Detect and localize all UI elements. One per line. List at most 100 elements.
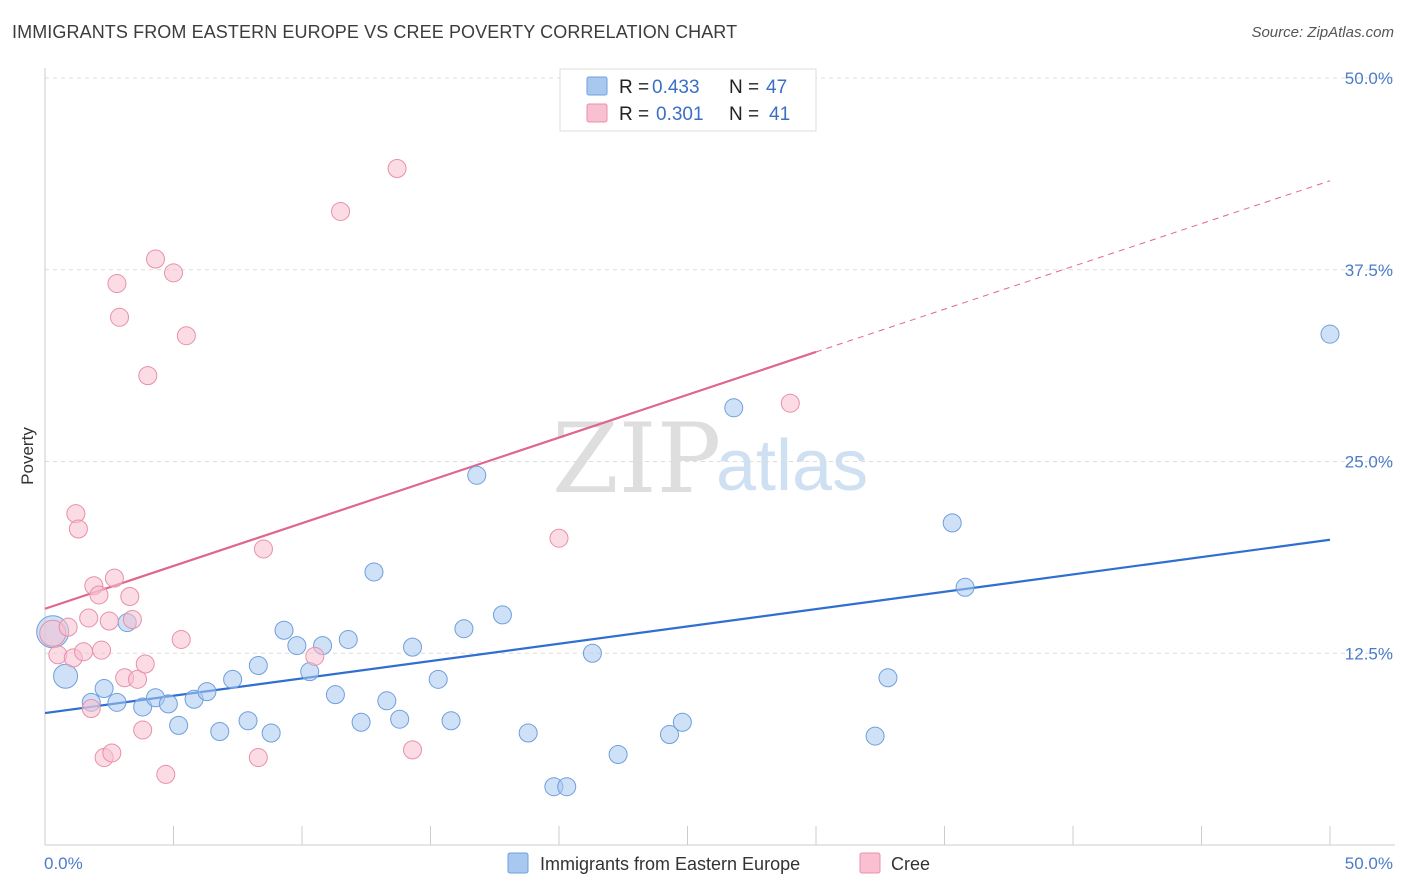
cree-point [128, 669, 148, 689]
y-tick-label: 25.0% [1345, 453, 1393, 472]
y-tick-label: 12.5% [1345, 644, 1393, 663]
cree-point [331, 201, 351, 221]
cree-point [89, 585, 109, 605]
legend-n-value: 47 [766, 77, 787, 98]
axes [44, 68, 1395, 846]
x-tick-labels: 0.0% 50.0% [44, 854, 1393, 873]
cree-point [79, 608, 99, 628]
cree-point [99, 611, 119, 631]
eastern-europe-point [955, 577, 975, 597]
cree-point [253, 539, 273, 559]
eastern-europe-point [724, 398, 744, 418]
cree-point [146, 249, 166, 269]
eastern-europe-point [107, 692, 127, 712]
eastern-europe-point [942, 513, 962, 533]
cree-point [176, 326, 196, 346]
eastern-europe-point [351, 712, 371, 732]
watermark: ZIP atlas [552, 403, 868, 515]
cree-point [164, 263, 183, 283]
cree-trend-line [44, 350, 817, 610]
gridlines [45, 77, 1395, 654]
cree-point [403, 740, 423, 760]
trend-lines [44, 180, 1331, 715]
legend-r-label: R = [619, 77, 649, 98]
legend-n-value: 41 [769, 104, 790, 125]
eastern-europe-point [287, 636, 307, 656]
eastern-europe-point [364, 562, 384, 582]
x-tick-label: 50.0% [1345, 854, 1393, 873]
legend-r-label: R = [619, 104, 649, 125]
legend-swatch-eastern-europe [586, 76, 608, 96]
bottom-legend-swatch-cree [859, 852, 881, 874]
eastern-europe-point [223, 669, 243, 689]
eastern-europe-point [1320, 324, 1340, 344]
eastern-europe-point [660, 725, 680, 745]
eastern-europe-point [248, 656, 268, 676]
eastern-europe-point [865, 726, 885, 746]
stats-legend: R = 0.433 N = 47 R = 0.301 N = 41 [559, 68, 817, 132]
cree-point [102, 743, 122, 763]
cree-point [156, 764, 176, 784]
cree-point [58, 617, 78, 637]
y-tick-label: 50.0% [1345, 69, 1393, 88]
eastern-europe-point [377, 691, 397, 711]
eastern-europe-point [672, 712, 692, 732]
eastern-europe-point [454, 619, 474, 639]
cree-point [138, 366, 158, 386]
cree-point [110, 307, 130, 327]
cree-point [305, 646, 325, 666]
cree-trend-line-extension [815, 180, 1331, 353]
eastern-europe-point [518, 723, 538, 743]
y-tick-label: 37.5% [1345, 261, 1393, 280]
eastern-europe-point [608, 744, 628, 764]
cree-point [107, 274, 127, 294]
eastern-europe-trend-line [44, 538, 1331, 715]
eastern-europe-point [169, 715, 189, 735]
data-points [36, 159, 1340, 797]
eastern-europe-point [428, 669, 448, 689]
eastern-europe-point [274, 620, 294, 640]
eastern-europe-point [261, 723, 281, 743]
cree-point [104, 568, 124, 588]
y-tick-labels: 12.5% 25.0% 37.5% 50.0% [1345, 69, 1393, 663]
eastern-europe-point [467, 465, 487, 485]
eastern-europe-point [325, 685, 345, 705]
cree-point [74, 642, 94, 662]
source-credit: Source: ZipAtlas.com [1251, 24, 1394, 41]
eastern-europe-point [403, 637, 423, 657]
legend-n-label: N = [729, 104, 759, 125]
eastern-europe-point [441, 711, 461, 731]
legend-r-value: 0.301 [656, 104, 704, 125]
chart-title: IMMIGRANTS FROM EASTERN EUROPE VS CREE P… [12, 22, 738, 42]
cree-point [780, 393, 800, 413]
bottom-legend-label-eastern-europe: Immigrants from Eastern Europe [540, 854, 800, 874]
bottom-legend-label-cree: Cree [891, 854, 930, 874]
cree-point [171, 629, 191, 649]
bottom-legend-swatch-eastern-europe [507, 852, 529, 874]
cree-point [120, 586, 140, 606]
cree-point [68, 519, 88, 539]
eastern-europe-point [158, 694, 178, 714]
eastern-europe-point [238, 711, 258, 731]
cree-point [248, 748, 268, 768]
cree-point [135, 654, 155, 674]
eastern-europe-point [878, 668, 898, 688]
eastern-europe-point [338, 629, 358, 649]
cree-point [48, 645, 68, 665]
x-tick-label: 0.0% [44, 854, 83, 873]
cree-point [133, 720, 153, 740]
cree-point [122, 610, 142, 630]
legend-r-value: 0.433 [652, 77, 700, 98]
series-legend: Immigrants from Eastern Europe Cree [507, 852, 930, 874]
cree-point [549, 528, 569, 548]
eastern-europe-point [390, 709, 410, 729]
cree-point [387, 159, 407, 179]
eastern-europe-point [582, 643, 602, 663]
watermark-zip: ZIP [552, 403, 721, 515]
eastern-europe-point [53, 663, 79, 689]
watermark-atlas: atlas [716, 426, 868, 506]
legend-swatch-cree [586, 103, 608, 123]
cree-point [81, 698, 101, 718]
y-axis-label: Poverty [18, 427, 37, 485]
